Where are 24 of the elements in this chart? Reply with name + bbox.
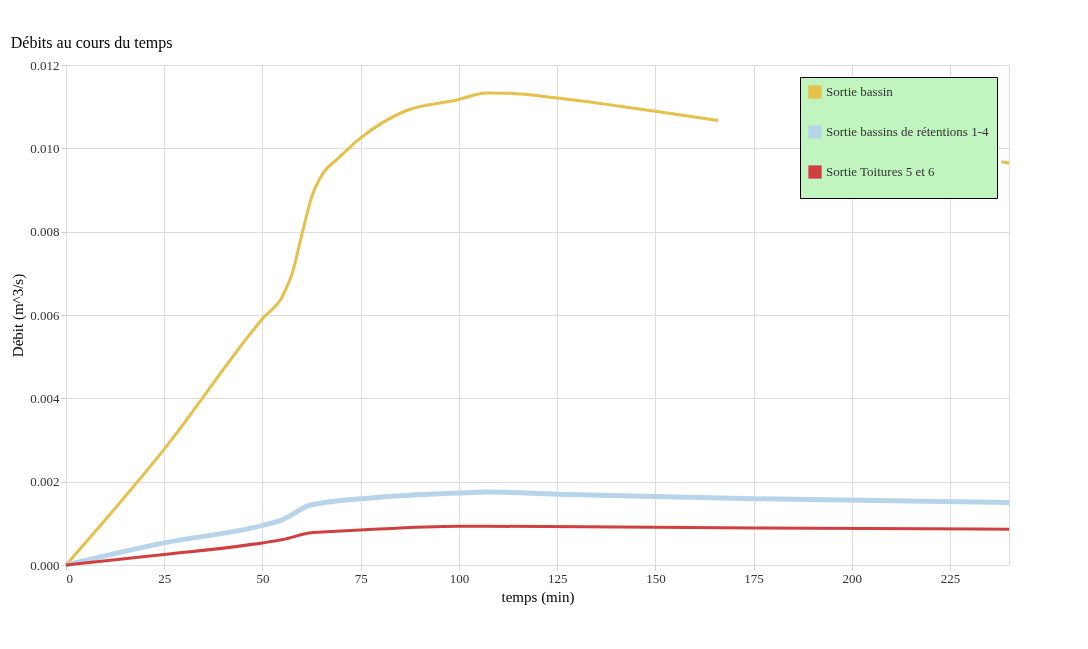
x-tick-label: 125: [547, 570, 568, 586]
y-tick-label: 0.006: [30, 307, 60, 323]
y-tick-label: 0.012: [30, 57, 60, 73]
y-tick-label: 0.008: [30, 224, 60, 240]
x-tick-label: 75: [354, 570, 368, 586]
legend-label: Sortie bassin: [826, 84, 894, 99]
legend-label: Sortie Toitures 5 et 6: [826, 164, 936, 179]
x-tick-label: 200: [842, 570, 863, 586]
y-tick-label: 0.010: [30, 140, 60, 156]
y-tick-label: 0.004: [30, 390, 60, 406]
line-series: [64, 524, 1011, 567]
chart-title: Débits au cours du temps: [10, 34, 173, 52]
x-tick-label: 175: [744, 570, 764, 586]
x-tick-label: 225: [940, 570, 961, 586]
y-tick-label: 0.000: [30, 557, 60, 573]
x-tick-label: 50: [256, 570, 270, 586]
legend-label: Sortie bassins de rétentions 1-4: [826, 124, 989, 139]
x-axis-title: temps (min): [501, 588, 575, 606]
x-tick-label: 150: [646, 570, 666, 586]
y-axis-title: Débit (m^3/s): [10, 273, 28, 358]
x-tick-label: 0: [66, 570, 73, 586]
x-tick-label: 25: [158, 570, 172, 586]
y-tick-label: 0.002: [30, 474, 60, 490]
x-tick-label: 100: [449, 570, 470, 586]
